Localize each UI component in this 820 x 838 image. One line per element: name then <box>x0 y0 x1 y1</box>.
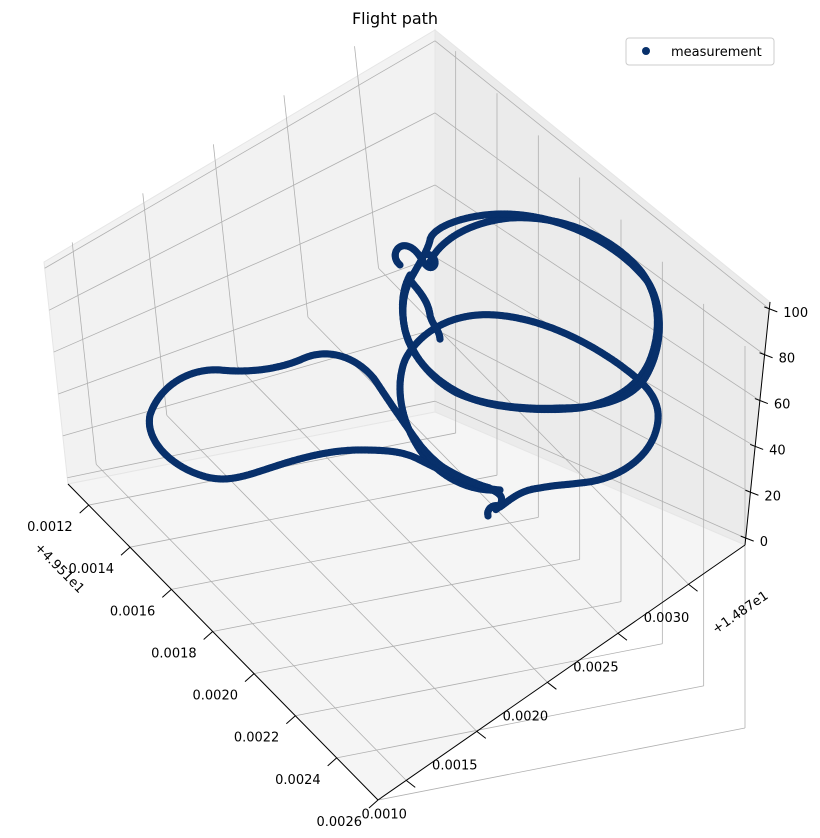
z-tick-label: 80 <box>779 352 796 367</box>
x-tick-mark <box>79 504 89 514</box>
x-gridline-floor <box>129 474 498 548</box>
x-axis-ticks: 0.0012 0.0014 0.0016 0.0018 0.0020 0.0022 0.00… <box>27 504 379 830</box>
axis-lines <box>67 301 771 801</box>
z-gridline-left <box>53 184 436 353</box>
z-axis-line <box>744 301 771 546</box>
x-tick-mark <box>162 588 172 598</box>
x-axis-line <box>67 483 379 801</box>
grid-lines <box>44 40 770 801</box>
z-gridline-left <box>62 328 436 437</box>
x-tick-label: 0.0024 <box>275 773 321 788</box>
axis-panes <box>43 28 771 801</box>
chart-title: Flight path <box>352 9 438 28</box>
trajectory-point <box>436 335 444 343</box>
legend-marker-measurement <box>642 47 650 55</box>
x-tick-label: 0.0018 <box>151 646 197 661</box>
y-axis-offset-text: +1.487e1 <box>710 588 772 637</box>
y-gridline-floor <box>95 464 407 781</box>
y-tick-label: 0.0010 <box>361 807 407 822</box>
z-tick-mark <box>754 398 769 405</box>
z-gridline-left <box>67 400 436 479</box>
z-tick-mark <box>740 535 754 542</box>
y-tick-label: 0.0020 <box>503 709 549 724</box>
z-tick-mark <box>745 489 759 496</box>
z-gridline-right <box>434 112 765 356</box>
y-tick-label: 0.0015 <box>432 758 478 773</box>
y-gridline-wall <box>283 95 309 318</box>
x-gridline-floor <box>377 727 746 801</box>
z-tick-label: 20 <box>764 489 781 504</box>
y-tick-mark <box>405 779 416 788</box>
z-gridline-right <box>434 328 751 493</box>
z-gridline-left <box>58 256 436 395</box>
z-tick-mark <box>749 443 764 450</box>
z-gridline-left <box>49 112 436 311</box>
trajectory-measurement-series <box>145 210 663 520</box>
x-tick-label: 0.0016 <box>110 604 156 619</box>
z-tick-label: 40 <box>769 443 786 458</box>
x-tick-mark <box>120 546 131 556</box>
z-gridline-right <box>434 400 746 539</box>
x-tick-label: 0.0022 <box>234 731 280 746</box>
y-gridline-wall <box>354 46 379 269</box>
x-gridline-floor <box>295 643 663 717</box>
pane-left <box>43 29 436 485</box>
y-gridline-floor <box>237 366 548 683</box>
y-tick-label: 0.0025 <box>573 660 619 675</box>
x-tick-mark <box>203 631 213 640</box>
x-tick-mark <box>286 715 296 725</box>
trajectory-point <box>406 271 414 279</box>
x-tick-label: 0.0014 <box>69 562 115 577</box>
legend-label-measurement: measurement <box>671 45 762 60</box>
y-tick-mark <box>617 632 628 641</box>
y-tick-mark <box>476 730 487 739</box>
y-axis-ticks: 0.0010 0.0015 0.0020 0.0025 0.0030 <box>361 583 698 822</box>
x-tick-label: 0.0026 <box>317 815 363 830</box>
z-tick-label: 100 <box>783 306 808 321</box>
y-gridline-wall <box>212 144 238 367</box>
z-tick-mark <box>759 352 773 359</box>
y-tick-mark <box>547 681 557 690</box>
y-gridline-wall <box>142 193 168 416</box>
x-gridline-floor <box>171 516 539 590</box>
trajectory-point <box>422 250 430 259</box>
z-gridline-right <box>434 40 770 310</box>
legend-box <box>625 37 775 66</box>
x-tick-mark <box>368 799 379 809</box>
x-tick-mark <box>327 757 337 767</box>
z-tick-mark <box>764 306 778 313</box>
x-tick-mark <box>244 673 255 682</box>
y-axis-line <box>377 544 746 801</box>
x-gridline-floor <box>253 601 622 674</box>
x-gridline-floor <box>212 559 580 632</box>
z-gridline-left <box>44 40 436 269</box>
y-tick-mark <box>688 583 698 592</box>
z-axis-ticks: 0 20 40 60 80 100 <box>740 306 808 550</box>
trajectory-point <box>492 506 500 514</box>
y-tick-label: 0.0030 <box>644 611 690 626</box>
x-gridline-floor <box>336 685 704 759</box>
z-tick-label: 60 <box>774 398 791 413</box>
legend: measurement <box>625 37 775 66</box>
x-tick-label: 0.0012 <box>27 520 73 535</box>
z-tick-label: 0 <box>760 535 768 550</box>
x-tick-label: 0.0020 <box>193 689 239 704</box>
y-gridline-floor <box>166 415 478 732</box>
